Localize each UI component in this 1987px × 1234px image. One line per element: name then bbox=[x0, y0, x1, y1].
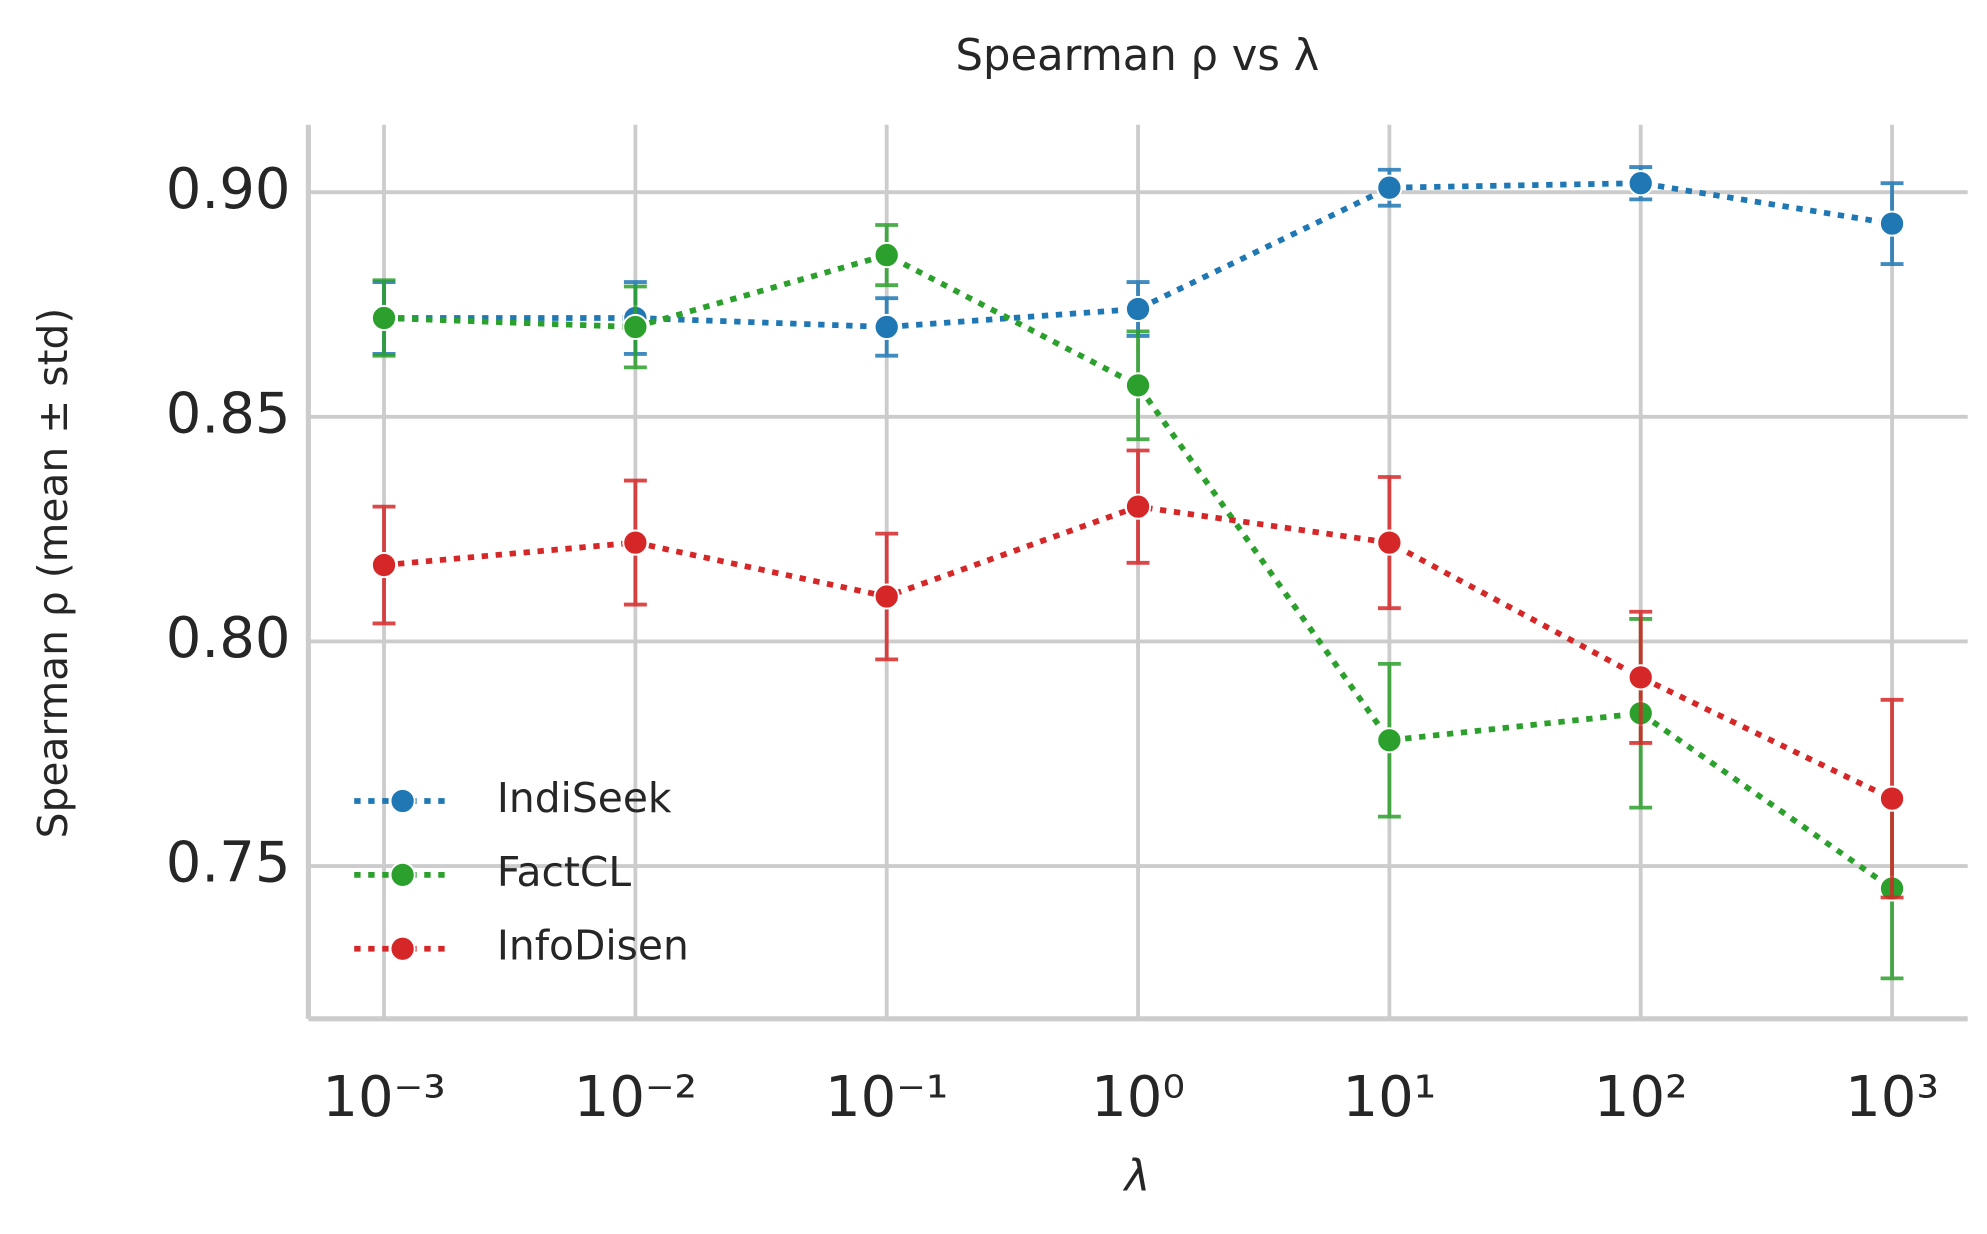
marker bbox=[873, 242, 900, 269]
x-tick-label: 10⁻¹ bbox=[825, 1065, 948, 1130]
marker bbox=[370, 304, 398, 332]
legend-entry: InfoDisen bbox=[354, 922, 689, 970]
chart-title: Spearman ρ vs λ bbox=[956, 31, 1320, 81]
y-tick-label: 0.85 bbox=[166, 381, 291, 446]
marker bbox=[1124, 295, 1152, 323]
marker bbox=[1376, 529, 1403, 556]
series bbox=[370, 223, 1906, 981]
x-tick-label: 10¹ bbox=[1343, 1065, 1437, 1130]
marker bbox=[1376, 174, 1403, 201]
legend-label: FactCL bbox=[497, 848, 632, 896]
x-tick-label: 10⁻³ bbox=[322, 1065, 445, 1130]
x-tick-label: 10² bbox=[1594, 1065, 1688, 1130]
series bbox=[370, 448, 1906, 900]
marker bbox=[873, 583, 900, 610]
marker bbox=[370, 551, 398, 579]
y-tick-label: 0.90 bbox=[166, 157, 291, 222]
marker bbox=[622, 313, 649, 341]
legend-label: InfoDisen bbox=[497, 922, 689, 970]
marker bbox=[1878, 785, 1906, 812]
y-axis-label: Spearman ρ (mean ± std) bbox=[29, 308, 77, 839]
legend-label: IndiSeek bbox=[497, 774, 672, 822]
legend-marker bbox=[389, 787, 416, 815]
y-tick-label: 0.75 bbox=[166, 831, 291, 896]
marker bbox=[1124, 493, 1152, 520]
y-tick-label: 0.80 bbox=[166, 606, 291, 671]
x-tick-label: 10⁻² bbox=[574, 1065, 697, 1130]
legend-entry: FactCL bbox=[354, 848, 631, 896]
x-tick-label: 10⁰ bbox=[1091, 1065, 1185, 1130]
marker bbox=[1124, 372, 1152, 399]
legend-marker bbox=[389, 861, 416, 888]
x-tick-label: 10³ bbox=[1845, 1065, 1939, 1130]
x-axis-label: λ bbox=[1123, 1152, 1151, 1202]
legend-marker bbox=[389, 935, 416, 962]
marker bbox=[873, 313, 900, 341]
marker bbox=[1627, 664, 1654, 691]
marker bbox=[1627, 170, 1654, 197]
legend-entry: IndiSeek bbox=[354, 774, 672, 822]
marker bbox=[1878, 210, 1906, 237]
marker bbox=[1376, 727, 1403, 754]
marker bbox=[622, 529, 649, 556]
